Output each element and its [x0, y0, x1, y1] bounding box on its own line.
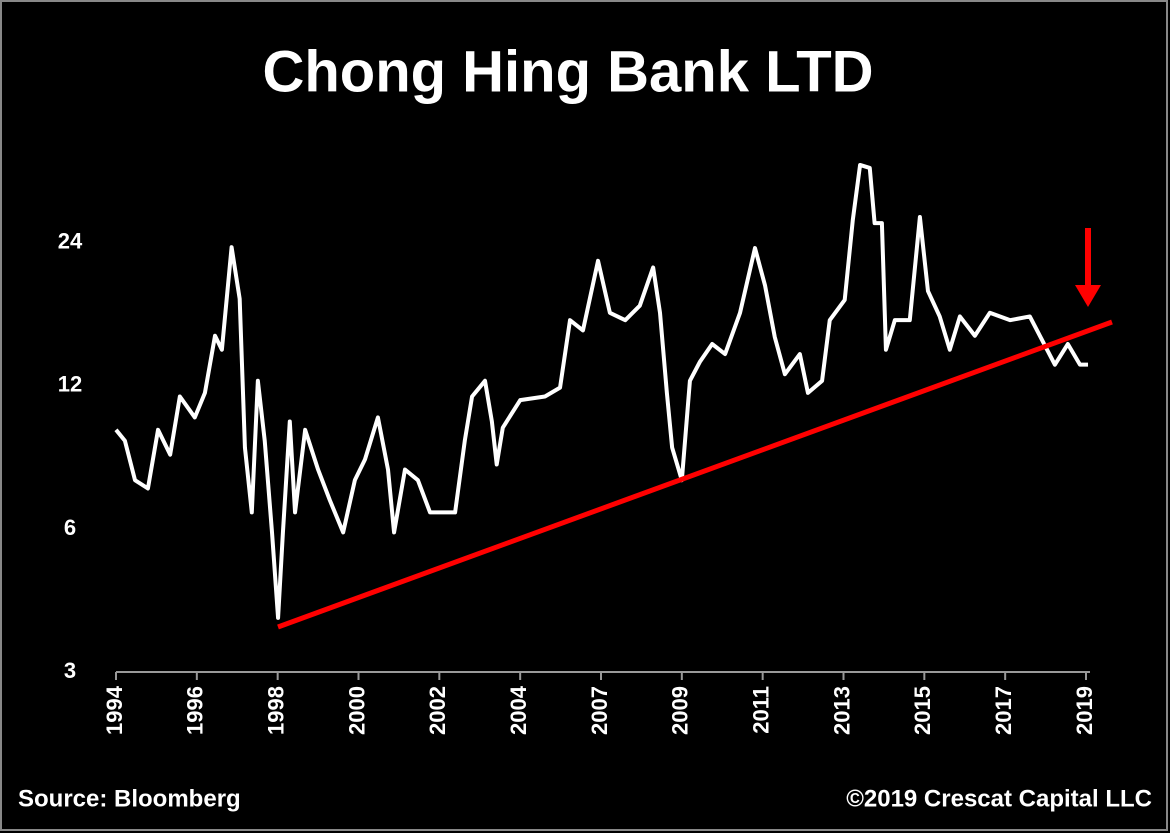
credit: ©2019 Crescat Capital LLC — [846, 785, 1152, 812]
x-tick-label: 2017 — [991, 686, 1016, 735]
x-tick-label: 2000 — [344, 686, 369, 735]
x-tick-label: 1994 — [102, 685, 127, 735]
y-tick-label: 6 — [64, 515, 76, 540]
x-tick-label: 2019 — [1072, 686, 1097, 735]
x-tick-label: 2011 — [748, 686, 773, 734]
x-tick-label: 2004 — [506, 685, 531, 735]
arrow-head — [1075, 285, 1101, 307]
price-line — [114, 162, 1089, 620]
trend-line — [277, 319, 1113, 630]
x-tick-label: 2007 — [587, 686, 612, 735]
x-tick-label: 2013 — [829, 686, 854, 735]
y-tick-label: 3 — [64, 658, 76, 683]
x-tick-label: 1996 — [183, 686, 208, 735]
source: Source: Bloomberg — [18, 785, 241, 812]
x-tick-label: 2009 — [668, 686, 693, 735]
x-tick-label: 2015 — [910, 686, 935, 735]
chart-title: Chong Hing Bank LTD — [262, 39, 873, 104]
x-tick-label: 2002 — [425, 686, 450, 735]
x-tick-label: 1998 — [263, 686, 288, 735]
y-tick-label: 12 — [58, 372, 82, 397]
y-tick-label: 24 — [58, 229, 83, 254]
